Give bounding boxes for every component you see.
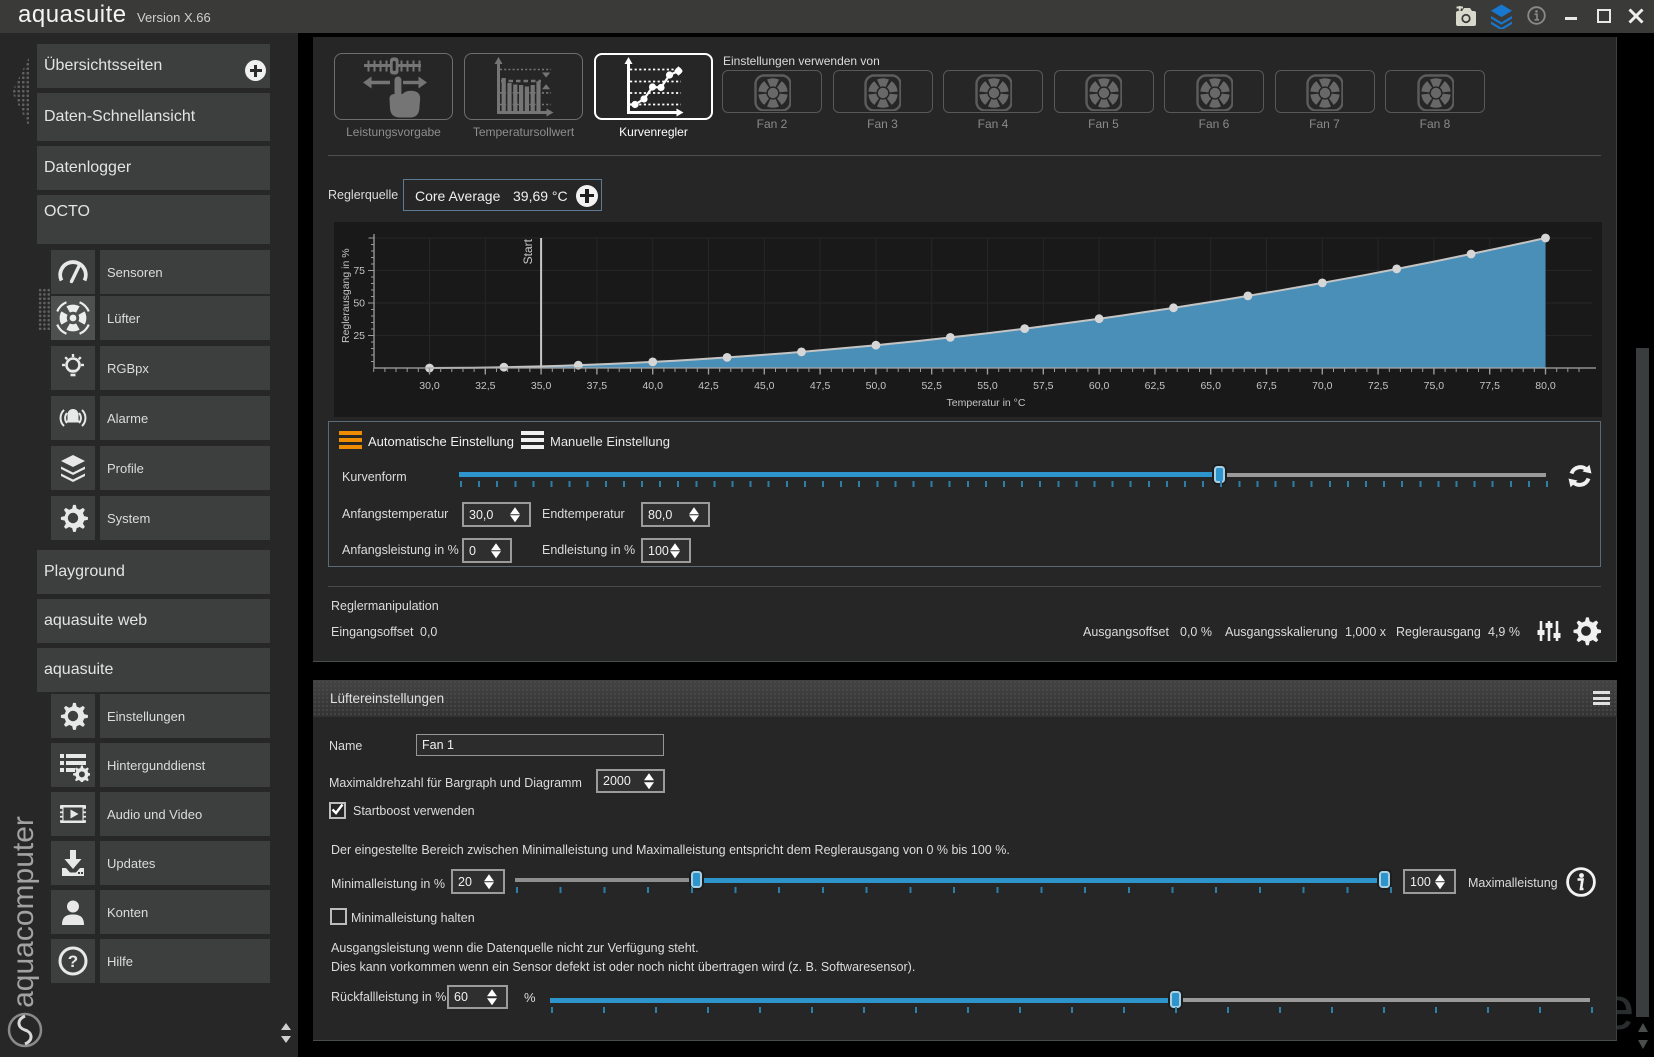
svg-text:60,0: 60,0 bbox=[1089, 380, 1110, 392]
svg-text:45,0: 45,0 bbox=[754, 380, 775, 392]
svg-text:Reglerausgang in %: Reglerausgang in % bbox=[340, 248, 352, 343]
svg-text:80,0: 80,0 bbox=[1535, 380, 1556, 392]
svg-text:37,5: 37,5 bbox=[587, 380, 608, 392]
svg-text:Temperatur in °C: Temperatur in °C bbox=[947, 397, 1026, 409]
svg-text:40,0: 40,0 bbox=[642, 380, 663, 392]
svg-text:52,5: 52,5 bbox=[921, 380, 942, 392]
svg-text:62,5: 62,5 bbox=[1145, 380, 1166, 392]
svg-text:57,5: 57,5 bbox=[1033, 380, 1054, 392]
svg-text:55,0: 55,0 bbox=[977, 380, 998, 392]
svg-text:32,5: 32,5 bbox=[475, 380, 496, 392]
svg-text:Start: Start bbox=[521, 238, 535, 264]
svg-text:?: ? bbox=[68, 952, 78, 971]
svg-text:25: 25 bbox=[353, 330, 365, 342]
svg-text:72,5: 72,5 bbox=[1368, 380, 1389, 392]
svg-text:50,0: 50,0 bbox=[866, 380, 887, 392]
svg-text:75,0: 75,0 bbox=[1424, 380, 1445, 392]
svg-text:50: 50 bbox=[353, 298, 365, 310]
svg-text:75: 75 bbox=[353, 265, 365, 277]
svg-text:70,0: 70,0 bbox=[1312, 380, 1333, 392]
svg-text:65,0: 65,0 bbox=[1200, 380, 1221, 392]
svg-text:67,5: 67,5 bbox=[1256, 380, 1277, 392]
svg-text:42,5: 42,5 bbox=[698, 380, 719, 392]
svg-text:30,0: 30,0 bbox=[419, 380, 440, 392]
svg-text:47,5: 47,5 bbox=[810, 380, 831, 392]
svg-text:77,5: 77,5 bbox=[1479, 380, 1500, 392]
svg-text:35,0: 35,0 bbox=[531, 380, 552, 392]
